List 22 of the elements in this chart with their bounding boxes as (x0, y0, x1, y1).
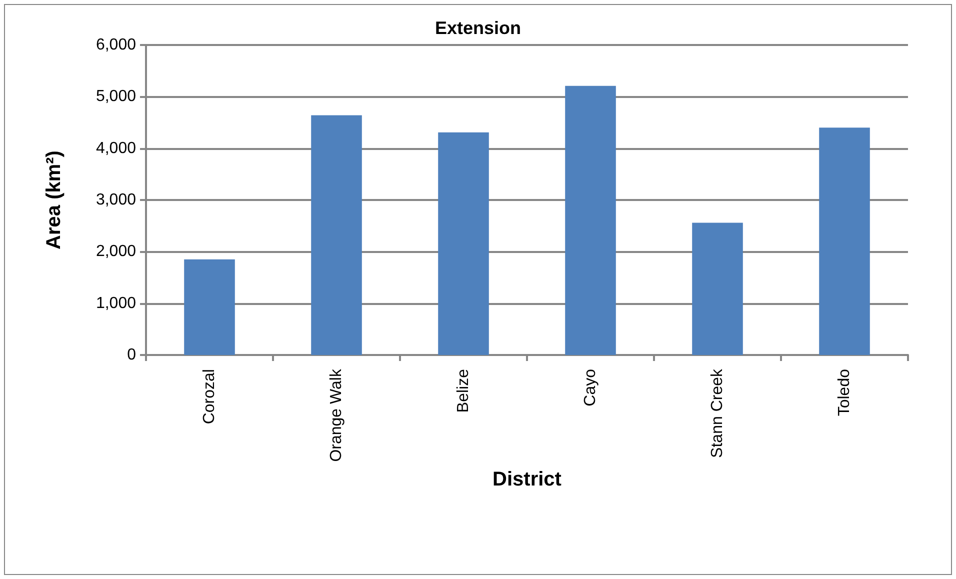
y-tick-label: 0 (127, 346, 136, 364)
bar (565, 86, 616, 355)
x-tick-label: Stann Creek (709, 368, 726, 458)
y-tick-label: 1,000 (96, 294, 136, 312)
y-tick-label: 3,000 (96, 192, 136, 208)
x-tick-label: Cayo (582, 368, 599, 406)
bar (692, 222, 743, 355)
y-tick-label: 6,000 (96, 36, 136, 54)
y-axis-title: Area (km²) (43, 150, 65, 250)
x-tick-label: Corozal (201, 369, 218, 424)
x-tick-label: Toledo (836, 368, 853, 416)
bar (438, 132, 489, 355)
chart-title: Extension (434, 18, 522, 38)
bar (311, 115, 362, 355)
bar (819, 128, 870, 355)
bar (184, 259, 235, 355)
x-tick-label: Orange Walk (328, 368, 345, 462)
y-tick-label: 4,000 (96, 140, 136, 157)
x-tick-label: Belize (455, 368, 472, 413)
y-tick-label: 2,000 (96, 243, 136, 260)
y-tick-label: 5,000 (96, 88, 136, 106)
x-axis-title: District (492, 468, 562, 491)
